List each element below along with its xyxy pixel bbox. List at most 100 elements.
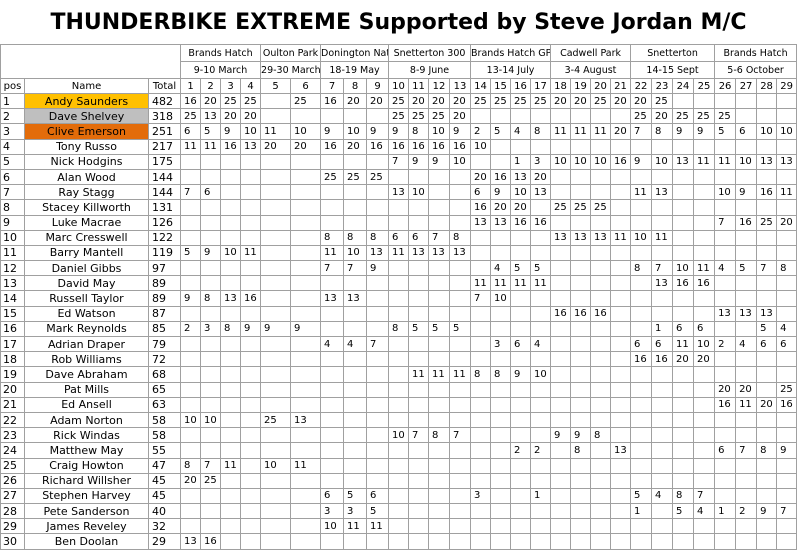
empty-cell (290, 396, 322, 413)
empty-cell (590, 290, 612, 307)
empty-cell (530, 457, 552, 474)
empty-cell (200, 518, 222, 535)
empty-cell (290, 275, 322, 292)
race-points: 7 (776, 503, 797, 520)
position: 11 (0, 244, 25, 262)
empty-cell (756, 138, 778, 155)
empty-cell (366, 533, 390, 550)
empty-cell (260, 396, 292, 413)
empty-cell (735, 457, 758, 474)
empty-cell (180, 381, 202, 398)
empty-cell (570, 275, 592, 292)
empty-cell (220, 229, 242, 246)
empty-cell (530, 229, 552, 246)
race-number: 20 (590, 78, 612, 94)
empty-cell (735, 290, 758, 307)
race-points: 3 (320, 503, 345, 520)
empty-cell (408, 487, 430, 505)
race-points: 9 (550, 427, 572, 444)
empty-cell (550, 518, 572, 535)
empty-cell (366, 290, 390, 307)
empty-cell (320, 108, 345, 125)
empty-cell (180, 168, 202, 186)
rider-row: 29 James Reveley 32 10 11 11 (0, 518, 797, 535)
empty-cell (180, 427, 202, 444)
race-points: 5 (510, 260, 532, 277)
empty-cell (570, 335, 592, 353)
race-points: 10 (490, 290, 512, 307)
empty-cell (449, 396, 472, 413)
race-number: 29 (776, 78, 797, 94)
race-number: 5 (260, 78, 292, 94)
empty-cell (693, 366, 716, 383)
empty-cell (490, 503, 512, 520)
race-points: 11 (240, 244, 262, 262)
empty-cell (735, 229, 758, 246)
race-number: 1 (180, 78, 202, 94)
empty-cell (610, 457, 632, 474)
empty-cell (714, 199, 737, 216)
empty-cell (735, 275, 758, 292)
empty-cell (550, 442, 572, 459)
race-points: 25 (714, 108, 737, 125)
empty-cell (530, 533, 552, 550)
race-points: 16 (735, 214, 758, 231)
empty-cell (428, 472, 451, 489)
empty-cell (470, 335, 492, 353)
empty-cell (570, 184, 592, 201)
race-points: 8 (366, 229, 390, 246)
empty-cell (428, 168, 451, 186)
empty-cell (693, 305, 716, 322)
race-points: 16 (530, 214, 552, 231)
total-points: 97 (147, 260, 182, 277)
empty-cell (366, 411, 390, 429)
empty-cell (320, 199, 345, 216)
empty-cell (343, 108, 368, 125)
empty-cell (570, 533, 592, 550)
race-points: 11 (490, 275, 512, 292)
empty-cell (408, 305, 430, 322)
empty-cell (449, 335, 472, 353)
empty-cell (610, 260, 632, 277)
empty-cell (714, 138, 737, 155)
total-points: 144 (147, 184, 182, 201)
race-points: 5 (428, 320, 451, 338)
empty-cell (343, 427, 368, 444)
race-points: 7 (366, 335, 390, 353)
race-points: 4 (343, 335, 368, 353)
race-points: 8 (180, 457, 202, 474)
race-points: 9 (449, 123, 472, 140)
empty-cell (756, 427, 778, 444)
empty-cell (366, 381, 390, 398)
race-points: 25 (366, 168, 390, 186)
rider-name: Ed Watson (24, 305, 149, 322)
empty-cell (320, 472, 345, 489)
empty-cell (260, 153, 292, 170)
race-points: 7 (180, 184, 202, 201)
race-points: 5 (343, 487, 368, 505)
empty-cell (388, 290, 410, 307)
empty-cell (672, 199, 695, 216)
empty-cell (290, 472, 322, 489)
race-points: 9 (630, 153, 653, 170)
race-points: 11 (510, 275, 532, 292)
race-points: 3 (490, 335, 512, 353)
empty-cell (550, 533, 572, 550)
empty-cell (290, 153, 322, 170)
empty-cell (388, 351, 410, 368)
race-points: 9 (693, 123, 716, 140)
rider-row: 27 Stephen Harvey 45 6 5 6 3 1 5 4 8 7 (0, 487, 797, 505)
race-points: 8 (630, 260, 653, 277)
empty-cell (366, 442, 390, 459)
race-points: 16 (180, 92, 202, 110)
venue-dates: 8-9 June (388, 61, 472, 79)
empty-cell (590, 366, 612, 383)
empty-cell (388, 518, 410, 535)
empty-cell (366, 153, 390, 170)
empty-cell (408, 472, 430, 489)
race-points: 11 (180, 138, 202, 155)
rider-name: Daniel Gibbs (24, 260, 149, 277)
race-points: 8 (428, 427, 451, 444)
empty-cell (693, 290, 716, 307)
empty-cell (428, 184, 451, 201)
